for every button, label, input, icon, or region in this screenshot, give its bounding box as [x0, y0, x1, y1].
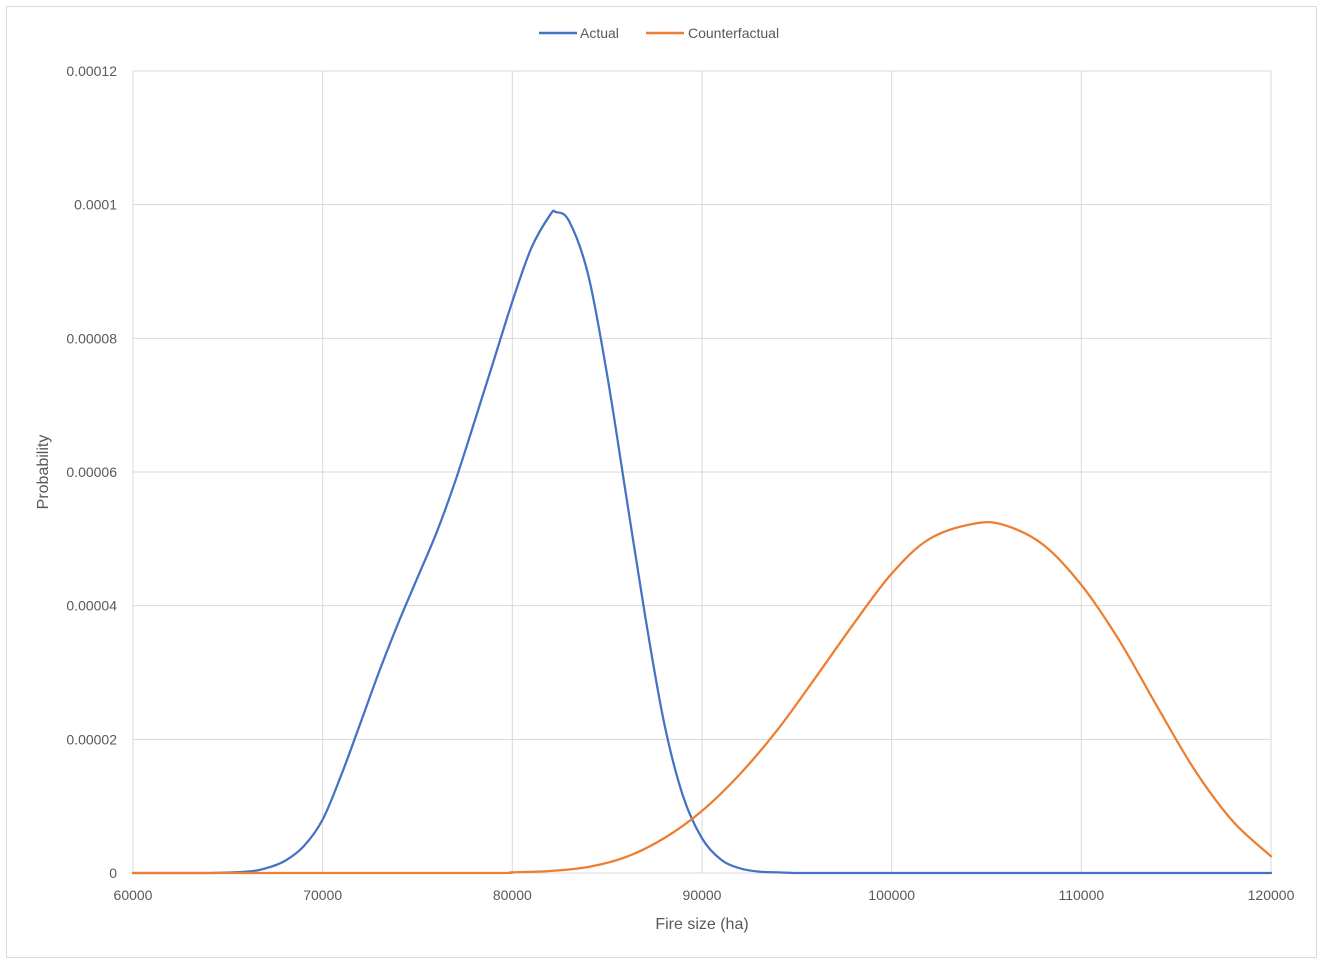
legend-label-counterfactual: Counterfactual [688, 25, 779, 41]
y-tick-label: 0 [109, 865, 117, 881]
series-lines [131, 209, 1273, 875]
x-tick-label: 70000 [303, 887, 342, 903]
x-tick-label: 90000 [683, 887, 722, 903]
y-tick-label: 0.00008 [66, 330, 117, 346]
legend[interactable]: Actual Counterfactual [539, 25, 779, 41]
y-tick-label: 0.00002 [66, 731, 117, 747]
x-tick-label: 120000 [1248, 887, 1295, 903]
y-tick-label: 0.00012 [66, 63, 117, 79]
y-axis-title: Probability [35, 435, 52, 510]
legend-label-actual: Actual [580, 25, 619, 41]
gridlines [132, 70, 1272, 874]
y-tick-label: 0.00006 [66, 464, 117, 480]
x-tick-label: 80000 [493, 887, 532, 903]
x-tick-label: 110000 [1058, 887, 1104, 903]
x-tick-labels: 60000 70000 80000 90000 100000 110000 120000 [114, 887, 1295, 903]
x-tick-label: 100000 [868, 887, 915, 903]
x-axis-title: Fire size (ha) [655, 916, 748, 933]
series-line-counterfactual [131, 521, 1273, 875]
chart-frame [6, 6, 1317, 958]
series-line-actual [131, 209, 1273, 875]
y-tick-labels: 0 0.00002 0.00004 0.00006 0.00008 0.0001 0.000… [66, 63, 117, 881]
x-tick-label: 60000 [114, 887, 153, 903]
y-tick-label: 0.0001 [74, 197, 117, 213]
y-tick-label: 0.00004 [66, 598, 117, 614]
